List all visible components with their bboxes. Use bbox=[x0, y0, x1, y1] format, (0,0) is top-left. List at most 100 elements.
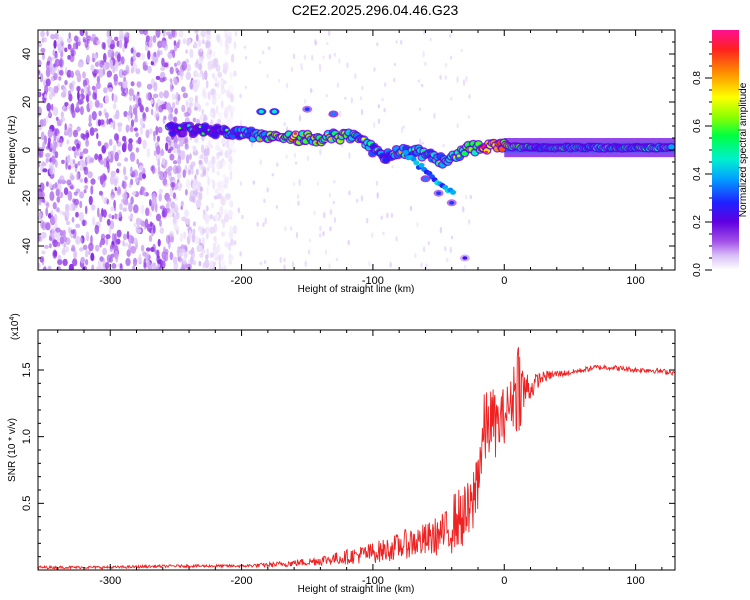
noise-speckle bbox=[76, 71, 80, 78]
noise-speckle bbox=[41, 231, 47, 239]
noise-speckle bbox=[229, 170, 233, 181]
noise-speckle bbox=[224, 150, 229, 158]
noise-speckle bbox=[181, 86, 186, 93]
noise-speckle bbox=[147, 65, 152, 74]
noise-speckle bbox=[195, 95, 198, 103]
noise-speckle bbox=[135, 217, 141, 226]
noise-speckle bbox=[180, 244, 185, 251]
noise-speckle bbox=[223, 183, 228, 189]
noise-speckle bbox=[195, 199, 202, 208]
noise-speckle bbox=[285, 82, 289, 89]
noise-speckle bbox=[39, 73, 44, 83]
noise-speckle bbox=[80, 133, 85, 139]
noise-speckle bbox=[190, 164, 194, 171]
noise-speckle bbox=[328, 30, 331, 37]
noise-speckle bbox=[85, 139, 90, 147]
noise-speckle bbox=[52, 106, 59, 117]
noise-speckle bbox=[298, 114, 302, 122]
noise-speckle bbox=[261, 50, 265, 55]
noise-speckle bbox=[85, 231, 90, 241]
noise-speckle bbox=[51, 226, 56, 232]
noise-speckle bbox=[344, 96, 347, 100]
noise-speckle bbox=[139, 117, 144, 127]
noise-speckle bbox=[79, 200, 83, 209]
branch-point bbox=[402, 150, 409, 155]
noise-speckle bbox=[57, 259, 63, 266]
noise-speckle bbox=[110, 253, 115, 258]
noise-speckle bbox=[421, 141, 424, 145]
noise-speckle bbox=[142, 251, 147, 257]
noise-speckle bbox=[198, 104, 202, 112]
noise-speckle bbox=[107, 49, 112, 58]
noise-speckle bbox=[133, 222, 137, 228]
noise-speckle bbox=[72, 258, 78, 267]
noise-speckle bbox=[49, 165, 54, 176]
noise-speckle bbox=[217, 71, 223, 78]
noise-speckle bbox=[54, 58, 60, 67]
noise-speckle bbox=[91, 85, 96, 91]
noise-speckle bbox=[104, 261, 110, 270]
noise-speckle bbox=[142, 64, 149, 71]
noise-speckle bbox=[222, 80, 227, 85]
noise-speckle bbox=[38, 234, 41, 242]
noise-speckle bbox=[173, 204, 179, 214]
noise-speckle bbox=[146, 147, 150, 158]
noise-speckle bbox=[322, 231, 325, 237]
noise-speckle bbox=[339, 110, 342, 118]
noise-speckle bbox=[122, 192, 128, 200]
noise-speckle bbox=[54, 32, 59, 40]
noise-speckle bbox=[139, 30, 145, 35]
noise-speckle bbox=[45, 152, 51, 158]
noise-speckle bbox=[188, 38, 192, 45]
noise-speckle bbox=[101, 42, 106, 50]
noise-speckle bbox=[214, 213, 220, 222]
noise-speckle bbox=[211, 155, 216, 165]
noise-speckle bbox=[252, 180, 255, 185]
noise-speckle bbox=[97, 140, 102, 147]
noise-speckle bbox=[465, 75, 468, 83]
noise-speckle bbox=[264, 217, 267, 225]
noise-speckle bbox=[45, 157, 50, 163]
noise-speckle bbox=[221, 139, 227, 144]
noise-speckle bbox=[152, 35, 157, 43]
signal-point bbox=[179, 130, 187, 136]
noise-speckle bbox=[85, 129, 90, 140]
noise-speckle bbox=[45, 115, 49, 123]
noise-speckle bbox=[178, 69, 184, 77]
noise-speckle bbox=[85, 95, 89, 102]
noise-speckle bbox=[198, 63, 203, 71]
noise-speckle bbox=[212, 242, 216, 250]
noise-speckle bbox=[162, 76, 167, 82]
noise-speckle bbox=[230, 95, 235, 102]
noise-speckle bbox=[284, 226, 287, 232]
noise-speckle bbox=[229, 225, 233, 232]
noise-speckle bbox=[303, 54, 307, 60]
noise-speckle bbox=[80, 256, 85, 264]
noise-speckle bbox=[336, 82, 340, 88]
noise-speckle bbox=[54, 52, 58, 59]
noise-speckle bbox=[189, 153, 192, 160]
spectrogram-x-axis-label: Height of straight line (km) bbox=[298, 284, 415, 295]
noise-speckle bbox=[463, 264, 467, 269]
noise-speckle bbox=[198, 159, 203, 165]
noise-speckle bbox=[117, 122, 123, 127]
noise-speckle bbox=[40, 219, 44, 229]
noise-speckle bbox=[53, 213, 58, 223]
noise-speckle bbox=[49, 147, 53, 152]
noise-speckle bbox=[45, 67, 51, 78]
x-tick-label: -300 bbox=[99, 275, 121, 287]
noise-speckle bbox=[121, 91, 127, 97]
colorbar-tick-label: 0.2 bbox=[692, 215, 703, 229]
noise-speckle bbox=[167, 136, 172, 142]
noise-speckle bbox=[154, 249, 160, 255]
noise-speckle bbox=[98, 68, 104, 78]
noise-speckle bbox=[99, 102, 103, 109]
noise-speckle bbox=[51, 229, 57, 239]
noise-speckle bbox=[239, 93, 242, 99]
noise-speckle bbox=[76, 150, 80, 157]
noise-speckle bbox=[416, 221, 419, 228]
noise-speckle bbox=[201, 109, 204, 115]
noise-speckle bbox=[61, 235, 68, 243]
noise-speckle bbox=[468, 94, 471, 99]
noise-speckle bbox=[229, 71, 233, 80]
